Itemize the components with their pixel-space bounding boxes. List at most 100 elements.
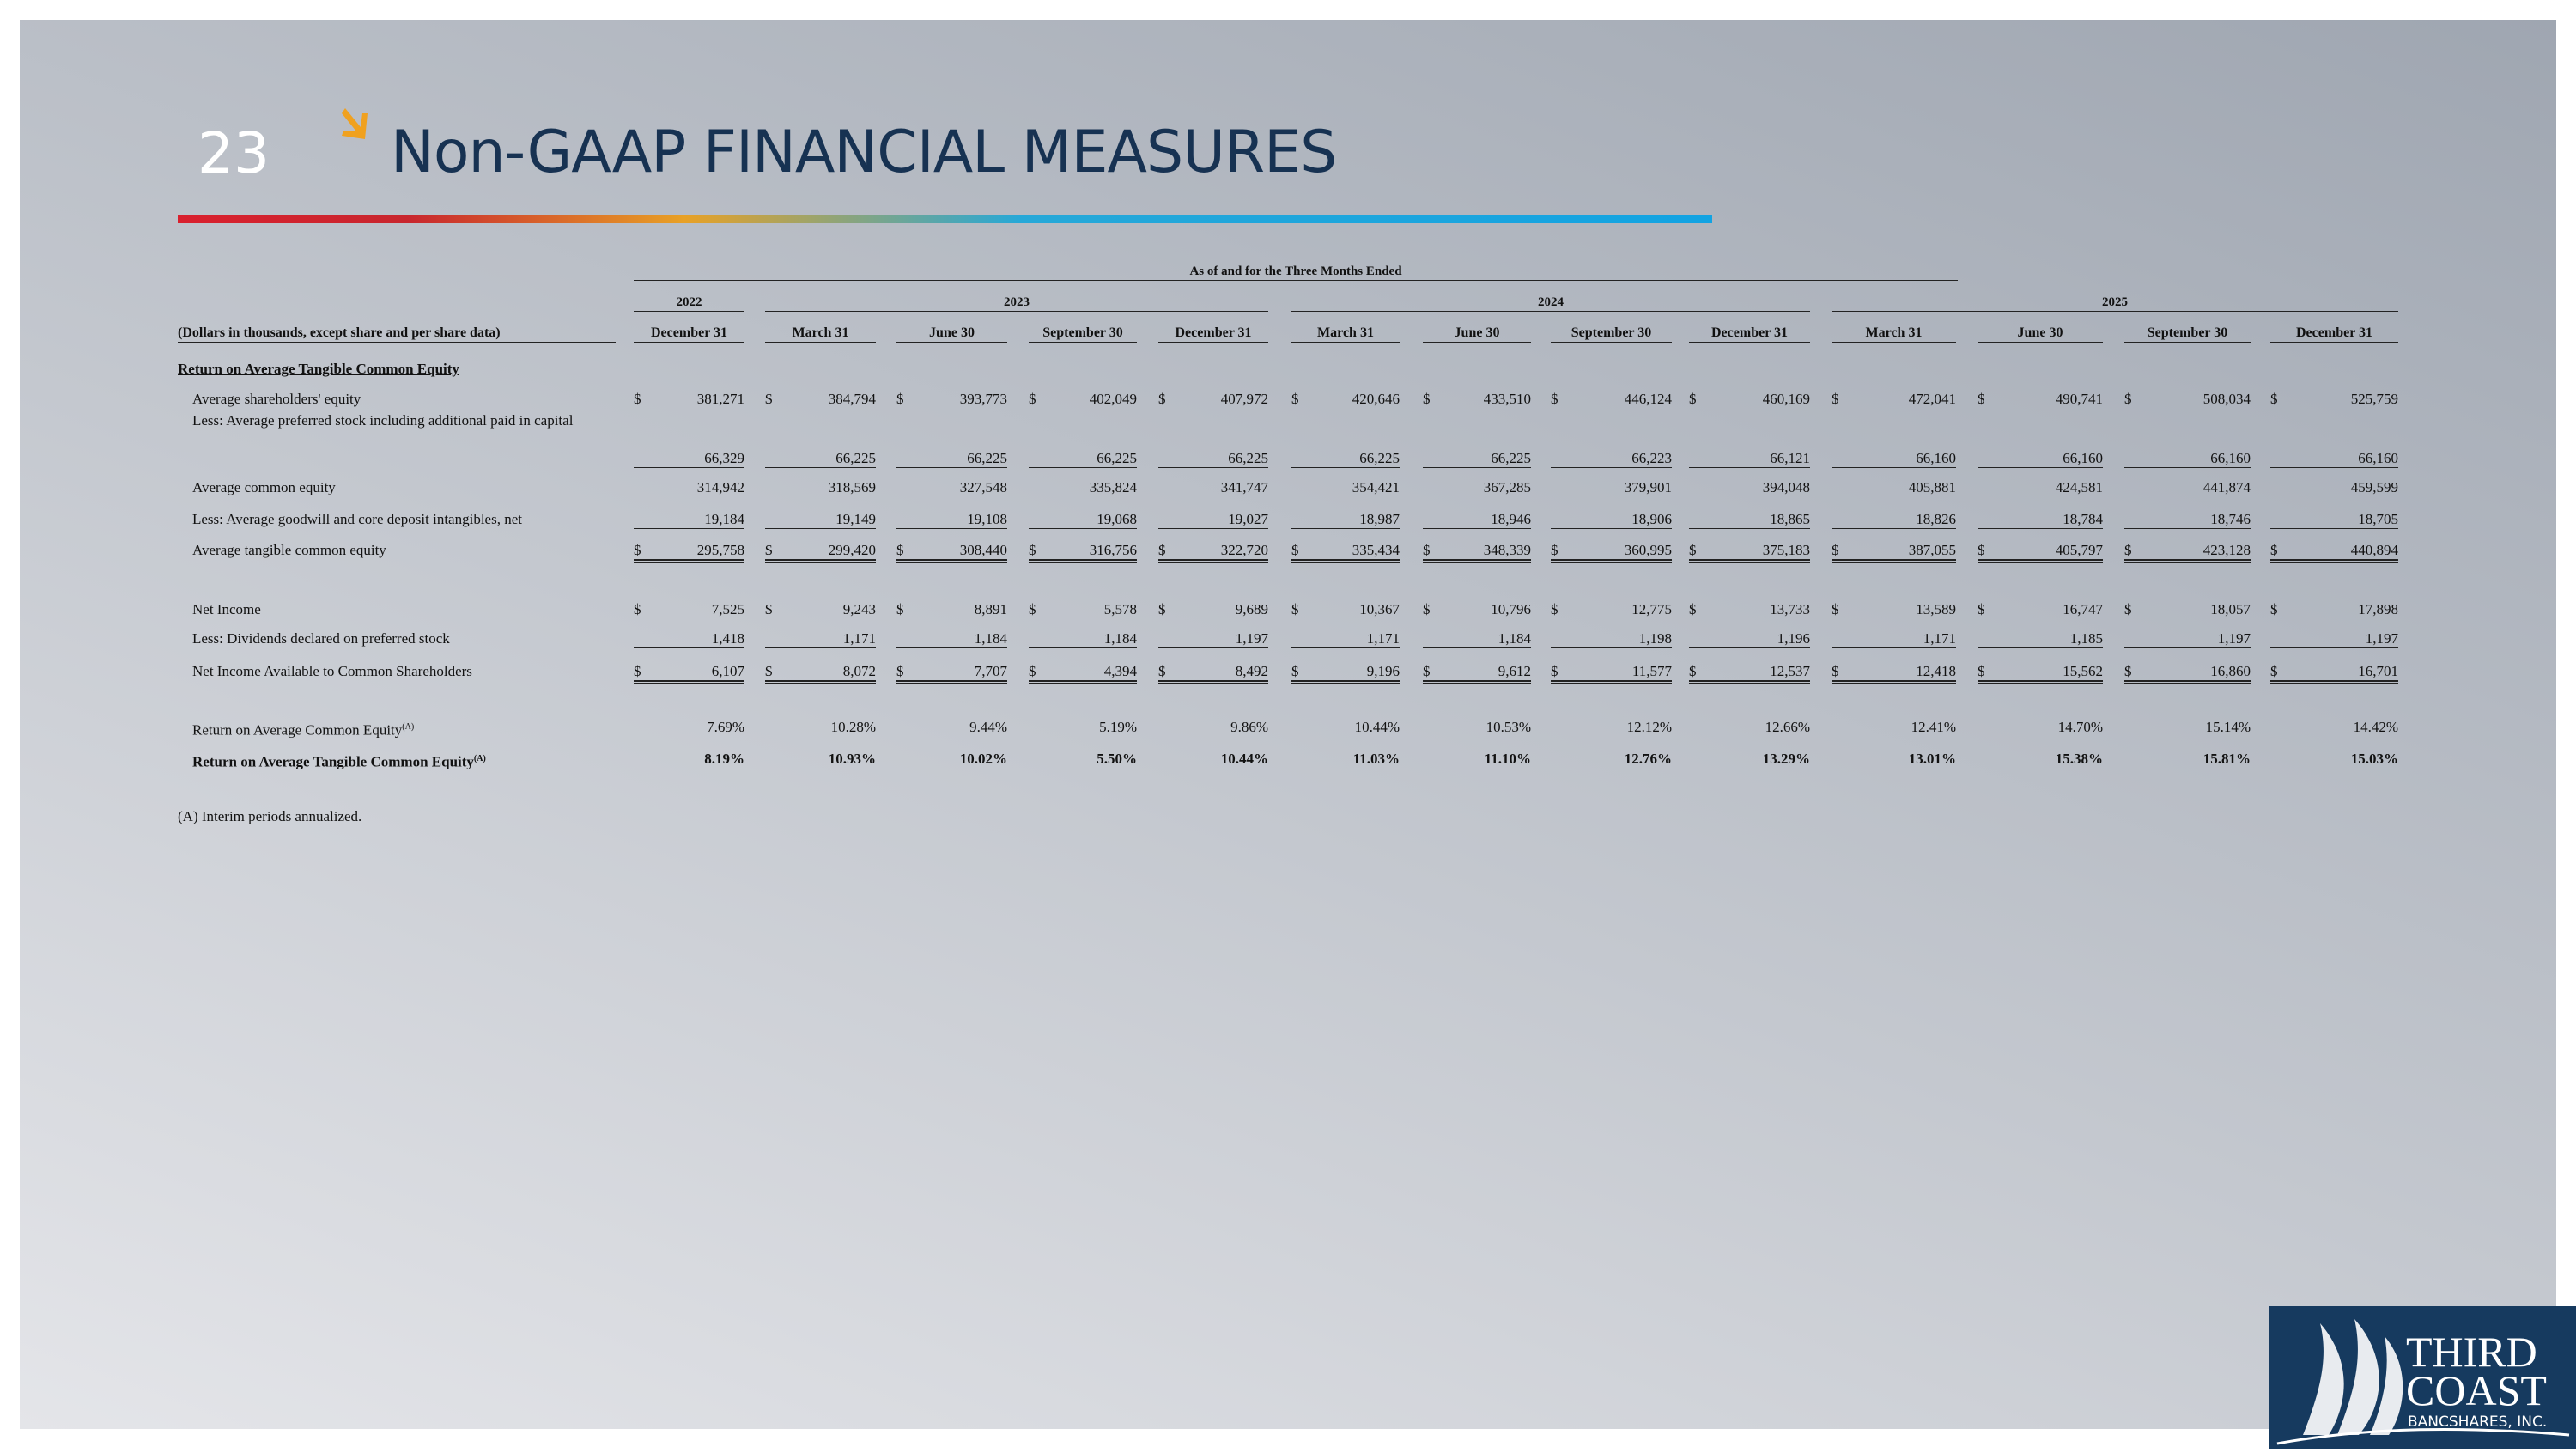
cell-value: 367,285 xyxy=(1483,479,1531,495)
sail xyxy=(2370,1336,2403,1435)
currency-sign: $ xyxy=(1291,663,1299,679)
cell-value: 10,367 xyxy=(1359,601,1400,617)
currency-sign: $ xyxy=(1158,542,1166,558)
cell-value: 1,197 xyxy=(2217,630,2251,647)
currency-sign: $ xyxy=(1832,542,1839,558)
cell-value: 19,184 xyxy=(704,511,744,527)
table-cell: 318,569 xyxy=(765,479,876,496)
footnote-ref: (A) xyxy=(473,754,486,763)
table-cell: 5.19% xyxy=(1029,719,1137,736)
table-cell: $299,420 xyxy=(765,542,876,563)
cell-value: 8,492 xyxy=(1235,663,1268,679)
cell-value: 18,057 xyxy=(2210,601,2251,617)
table-cell: 379,901 xyxy=(1551,479,1672,496)
cell-value: 9,612 xyxy=(1498,663,1531,679)
cell-value: 381,271 xyxy=(696,391,744,407)
cell-value: 8,891 xyxy=(974,601,1007,617)
cell-value: 7,525 xyxy=(711,601,744,617)
currency-sign: $ xyxy=(1551,391,1558,407)
wave xyxy=(2276,1427,2570,1445)
table-cell: $308,440 xyxy=(896,542,1007,563)
cell-value: 525,759 xyxy=(2350,391,2398,407)
row-label: Return on Average Common Equity(A) xyxy=(192,719,414,739)
cell-value: 424,581 xyxy=(2055,479,2103,495)
table-cell: 1,196 xyxy=(1689,630,1810,648)
row-label-text: Average tangible common equity xyxy=(192,542,386,558)
cell-value: 446,124 xyxy=(1624,391,1672,407)
column-header: September 30 xyxy=(1029,325,1137,343)
cell-value: 18,784 xyxy=(2063,511,2103,527)
table-cell: 15.03% xyxy=(2270,751,2398,768)
row-label: Return on Average Tangible Common Equity… xyxy=(192,751,486,771)
currency-sign: $ xyxy=(1832,663,1839,679)
row-label-text: Net Income Available to Common Sharehold… xyxy=(192,663,472,679)
table-cell: 10.02% xyxy=(896,751,1007,768)
table-cell: $7,707 xyxy=(896,663,1007,684)
cell-value: 460,169 xyxy=(1762,391,1810,407)
table-cell: $360,995 xyxy=(1551,542,1672,563)
cell-value: 316,756 xyxy=(1089,542,1137,558)
cell-value: 318,569 xyxy=(828,479,876,495)
table-cell: $423,128 xyxy=(2124,542,2251,563)
table-cell: 66,160 xyxy=(2124,450,2251,468)
cell-value: 5.50% xyxy=(1097,751,1137,767)
table-cell: $316,756 xyxy=(1029,542,1137,563)
cell-value: 15.81% xyxy=(2202,751,2251,767)
cell-value: 341,747 xyxy=(1220,479,1268,495)
table-cell: 341,747 xyxy=(1158,479,1268,496)
table-cell: 66,160 xyxy=(1832,450,1956,468)
table-cell: 13.29% xyxy=(1689,751,1810,768)
table-cell: 66,160 xyxy=(1978,450,2103,468)
table-cell: 12.12% xyxy=(1551,719,1672,736)
cell-value: 4,394 xyxy=(1103,663,1137,679)
column-header: December 31 xyxy=(1158,325,1268,343)
table-cell: $8,891 xyxy=(896,601,1007,618)
column-header: June 30 xyxy=(1423,325,1531,343)
table-cell: 10.44% xyxy=(1158,751,1268,768)
row-label-text: Net Income xyxy=(192,601,261,617)
table-cell: 10.53% xyxy=(1423,719,1531,736)
cell-value: 10.28% xyxy=(830,719,876,735)
cell-value: 66,225 xyxy=(1097,450,1137,466)
cell-value: 441,874 xyxy=(2202,479,2251,495)
cell-value: 14.70% xyxy=(2057,719,2103,735)
currency-sign: $ xyxy=(1832,391,1839,407)
currency-sign: $ xyxy=(1291,601,1299,617)
currency-sign: $ xyxy=(2124,391,2132,407)
table-cell: $8,072 xyxy=(765,663,876,684)
table-cell: $17,898 xyxy=(2270,601,2398,618)
cell-value: 12.41% xyxy=(1911,719,1956,735)
table-cell: $490,741 xyxy=(1978,391,2103,408)
table-cell: 1,197 xyxy=(1158,630,1268,648)
cell-value: 314,942 xyxy=(696,479,744,495)
row-label: Net Income Available to Common Sharehold… xyxy=(192,663,472,680)
table-cell: $322,720 xyxy=(1158,542,1268,563)
cell-value: 19,068 xyxy=(1097,511,1137,527)
table-cell: 18,906 xyxy=(1551,511,1672,529)
unit-label: (Dollars in thousands, except share and … xyxy=(178,325,616,343)
logo-text: THIRD xyxy=(2406,1328,2537,1376)
currency-sign: $ xyxy=(1291,542,1299,558)
cell-value: 66,225 xyxy=(835,450,876,466)
cell-value: 11,577 xyxy=(1631,663,1672,679)
table-cell: $12,775 xyxy=(1551,601,1672,618)
currency-sign: $ xyxy=(634,601,641,617)
table-cell: 12.76% xyxy=(1551,751,1672,768)
table-cell: 18,946 xyxy=(1423,511,1531,529)
table-cell: $12,537 xyxy=(1689,663,1810,684)
currency-sign: $ xyxy=(1689,391,1697,407)
row-label-text: Less: Average goodwill and core deposit … xyxy=(192,511,522,527)
cell-value: 10.02% xyxy=(959,751,1007,767)
table-cell: $11,577 xyxy=(1551,663,1672,684)
table-cell: 15.38% xyxy=(1978,751,2103,768)
cell-value: 12,537 xyxy=(1770,663,1810,679)
table-cell: 18,705 xyxy=(2270,511,2398,529)
table-cell: 66,225 xyxy=(765,450,876,468)
cell-value: 394,048 xyxy=(1762,479,1810,495)
cell-value: 8,072 xyxy=(842,663,876,679)
table-cell: 19,108 xyxy=(896,511,1007,529)
cell-value: 1,171 xyxy=(1366,630,1400,647)
cell-value: 1,197 xyxy=(2365,630,2398,647)
table-cell: 13.01% xyxy=(1832,751,1956,768)
arrow-icon xyxy=(342,108,368,139)
